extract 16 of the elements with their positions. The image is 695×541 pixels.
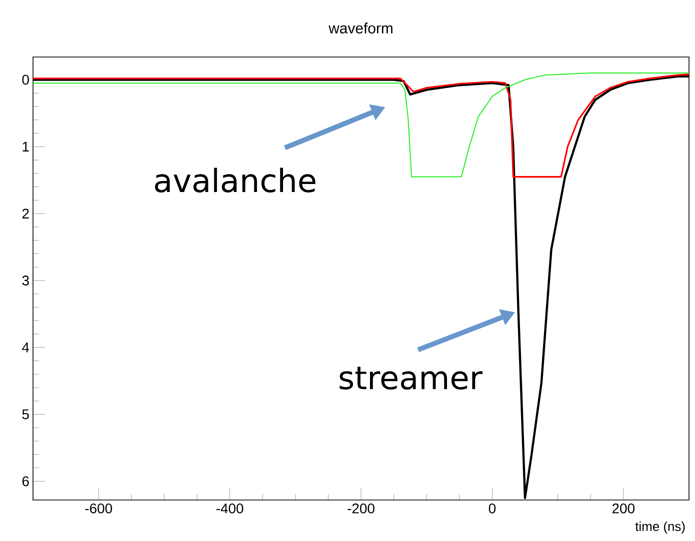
y-tick-label: 1 [22, 142, 29, 152]
y-tick-label: 5 [22, 409, 29, 420]
chart-title: waveform [328, 22, 392, 34]
x-tick-label: -200 [348, 504, 374, 514]
y-tick-label: 2 [22, 208, 29, 218]
annotation: streamer [340, 366, 482, 390]
y-tick-label: 6 [22, 476, 29, 486]
x-tick-label: -400 [216, 504, 244, 514]
y-tick-label: 4 [22, 342, 30, 352]
x-axis-title: time (ns) [635, 522, 685, 534]
x-tick-label: 0 [488, 504, 496, 514]
x-tick-label: 200 [612, 504, 635, 514]
annotation: avalanche [155, 168, 316, 192]
y-tick-label: 0 [22, 74, 29, 85]
x-tick-label: -600 [85, 504, 112, 514]
y-tick-label: 3 [22, 276, 29, 286]
